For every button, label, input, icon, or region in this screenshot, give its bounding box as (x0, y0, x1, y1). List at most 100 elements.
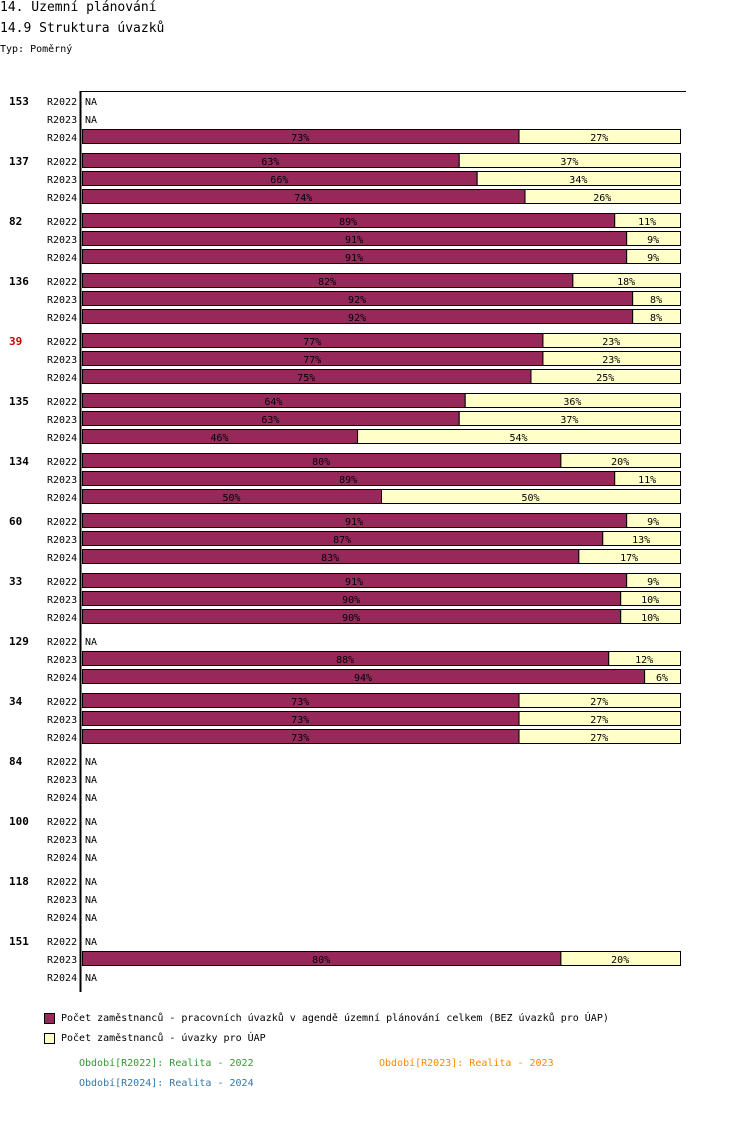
bar-value-label-uap: 23% (602, 355, 620, 366)
na-label: NA (85, 775, 97, 786)
row-period-label: R2022 (47, 97, 77, 108)
row-period-label: R2022 (47, 697, 77, 708)
bar-value-label-uap: 54% (510, 433, 528, 444)
na-label: NA (85, 895, 97, 906)
bar-value-label-main: 66% (270, 175, 288, 186)
bar-segment-uap (560, 453, 682, 468)
legend-item-main: Počet zaměstnanců - pracovních úvazků v … (44, 1013, 609, 1024)
bar-value-label-main: 73% (291, 697, 309, 708)
bar-value-label-uap: 18% (617, 277, 635, 288)
bar-segment-uap (542, 333, 682, 348)
bar-segment-uap (602, 531, 682, 546)
row-period-label: R2024 (47, 193, 77, 204)
bar-segment-uap (578, 549, 682, 564)
bar-value-label-uap: 17% (620, 553, 638, 564)
bar-value-label-main: 63% (261, 415, 279, 426)
row-period-label: R2022 (47, 217, 77, 228)
bar-segment-uap (632, 291, 681, 306)
bar-value-label-main: 90% (342, 613, 360, 624)
row-period-label: R2024 (47, 733, 77, 744)
bar-segment-uap (530, 369, 681, 384)
bar-value-label-uap: 25% (596, 373, 614, 384)
bar-segment-uap (608, 651, 681, 666)
legend-label-main: Počet zaměstnanců - pracovních úvazků v … (61, 1013, 609, 1024)
group-label: 151 (9, 935, 29, 948)
bar-value-label-main: 91% (345, 253, 363, 264)
bar-segment-uap (632, 309, 681, 324)
bar-value-label-main: 77% (303, 337, 321, 348)
bar-value-label-uap: 11% (638, 475, 656, 486)
bar-value-label-uap: 13% (632, 535, 650, 546)
na-label: NA (85, 757, 97, 768)
bar-segment-uap (644, 669, 681, 684)
bar-value-label-uap: 8% (650, 295, 662, 306)
bar-value-label-main: 77% (303, 355, 321, 366)
group-label: 33 (9, 575, 22, 588)
group-label: 136 (9, 275, 29, 288)
group-label: 100 (9, 815, 29, 828)
row-period-label: R2024 (47, 253, 77, 264)
row-period-label: R2024 (47, 313, 77, 324)
bar-value-label-main: 92% (348, 295, 366, 306)
bar-segment-uap (614, 213, 681, 228)
group-label: 60 (9, 515, 22, 528)
row-period-label: R2022 (47, 157, 77, 168)
bar-segment-uap (560, 951, 682, 966)
row-period-label: R2024 (47, 373, 77, 384)
bar-value-label-uap: 9% (647, 253, 659, 264)
row-period-label: R2023 (47, 535, 77, 546)
bar-segment-uap (464, 393, 681, 408)
bar-value-label-main: 80% (312, 955, 330, 966)
bar-value-label-uap: 11% (638, 217, 656, 228)
row-period-label: R2022 (47, 517, 77, 528)
na-label: NA (85, 937, 97, 948)
bar-segment-uap (518, 129, 681, 144)
bar-value-label-main: 46% (211, 433, 229, 444)
bar-value-label-main: 91% (345, 577, 363, 588)
row-period-label: R2022 (47, 577, 77, 588)
row-period-label: R2023 (47, 955, 77, 966)
row-period-label: R2022 (47, 277, 77, 288)
bar-value-label-uap: 9% (647, 577, 659, 588)
bar-segment-uap (626, 249, 681, 264)
bar-segment-uap (518, 711, 681, 726)
row-period-label: R2022 (47, 937, 77, 948)
bar-value-label-uap: 20% (611, 457, 629, 468)
period-r2022-note: Období[R2022]: Realita - 2022 (79, 1058, 254, 1069)
row-period-label: R2024 (47, 973, 77, 984)
na-label: NA (85, 115, 97, 126)
na-label: NA (85, 793, 97, 804)
row-period-label: R2023 (47, 475, 77, 486)
row-period-label: R2024 (47, 673, 77, 684)
bar-value-label-uap: 50% (521, 493, 539, 504)
chart-type-label: Typ: Poměrný (0, 44, 73, 55)
bar-segment-uap (458, 411, 681, 426)
period-r2024-note: Období[R2024]: Realita - 2024 (79, 1078, 254, 1089)
bar-value-label-main: 73% (291, 133, 309, 144)
group-label: 39 (9, 335, 22, 348)
group-label: 134 (9, 455, 29, 468)
row-period-label: R2022 (47, 877, 77, 888)
bar-value-label-uap: 37% (560, 157, 578, 168)
bar-value-label-main: 88% (336, 655, 354, 666)
row-period-label: R2023 (47, 355, 77, 366)
bar-value-label-uap: 9% (647, 235, 659, 246)
legend-item-uap: Počet zaměstnanců - úvazky pro ÚAP (44, 1033, 266, 1044)
row-period-label: R2024 (47, 793, 77, 804)
legend-swatch-main (44, 1013, 55, 1024)
bar-value-label-uap: 6% (656, 673, 668, 684)
row-period-label: R2022 (47, 637, 77, 648)
row-period-label: R2023 (47, 415, 77, 426)
bar-value-label-main: 64% (264, 397, 282, 408)
bar-value-label-main: 75% (297, 373, 315, 384)
row-period-label: R2024 (47, 133, 77, 144)
bar-value-label-uap: 12% (635, 655, 653, 666)
row-period-label: R2024 (47, 433, 77, 444)
bar-value-label-main: 89% (339, 475, 357, 486)
group-label: 82 (9, 215, 22, 228)
stacked-bar-chart: 153 R2022 NA R2023 NA R2024 73% 27% 137 R2022 63% 3… (9, 91, 686, 992)
na-label: NA (85, 913, 97, 924)
bar-value-label-main: 90% (342, 595, 360, 606)
na-label: NA (85, 817, 97, 828)
bar-value-label-uap: 23% (602, 337, 620, 348)
